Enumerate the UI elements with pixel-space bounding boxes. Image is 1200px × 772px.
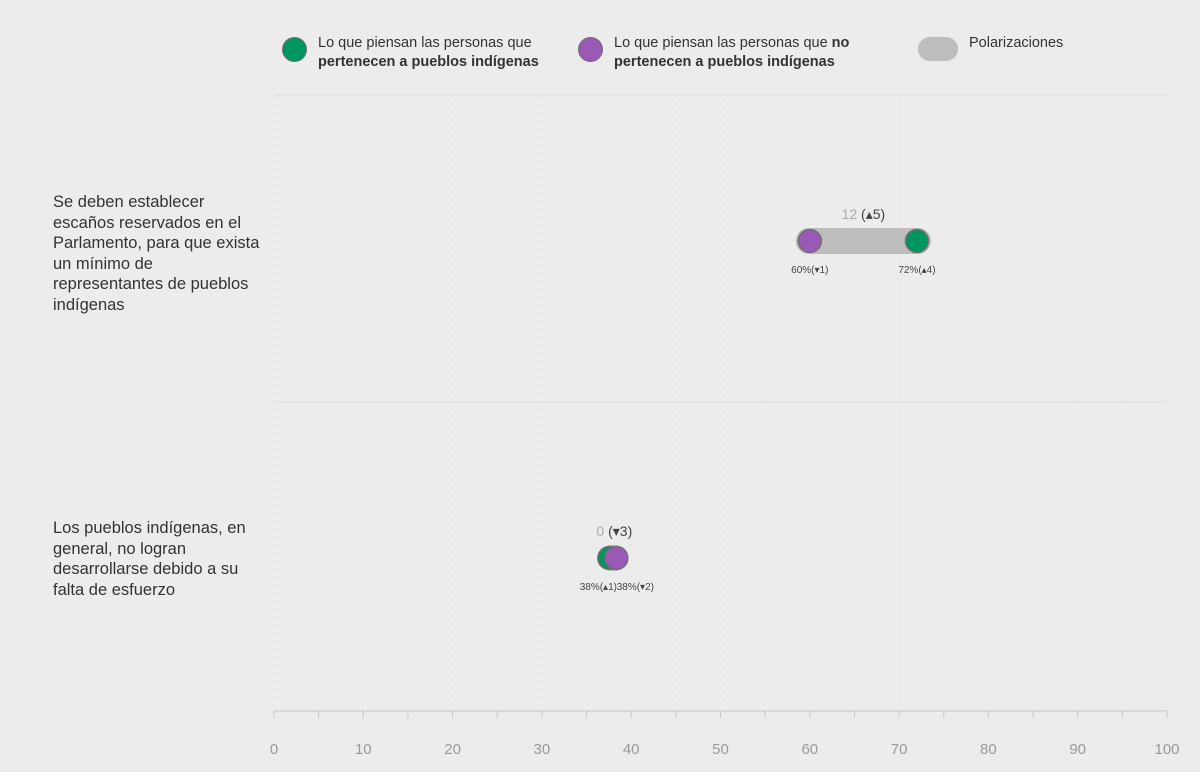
legend-label-polarization: Polarizaciones (969, 35, 1064, 51)
dot-non-indigenous (604, 545, 629, 571)
x-tick-label: 80 (980, 741, 997, 758)
gap-change: (▾3) (608, 523, 632, 539)
legend-item-non-indigenous: Lo que piensan las personas que no perte… (578, 34, 849, 72)
gap-change: (▴5) (861, 206, 885, 222)
legend-label-indigenous: Lo que piensan las personas que pertenec… (318, 34, 539, 72)
legend-swatch-indigenous (282, 37, 307, 62)
gap-value: 12 (842, 206, 861, 222)
value-label-indigenous: 38%(▴1) (580, 582, 617, 593)
x-tick-label: 60 (801, 741, 818, 758)
x-tick-label: 30 (534, 741, 551, 758)
grid (273, 94, 1168, 712)
legend-indigenous-line2: pertenecen a pueblos indígenas (318, 54, 539, 70)
x-tick-label: 90 (1069, 741, 1086, 758)
legend-label-non-indigenous: Lo que piensan las personas que no perte… (614, 34, 849, 72)
legend-non-indigenous-line2: pertenecen a pueblos indígenas (614, 54, 835, 70)
marks: 12 (▴5) 60%(▾1) 72%(▴4) 0 (▾3) 38%(▾2)38%(▴1… (580, 206, 936, 593)
x-tick-label: 10 (355, 741, 372, 758)
row-label-lack-of-effort: Los pueblos indígenas, en general, no lo… (53, 519, 246, 599)
value-label-non-indigenous: 38%(▾2) (617, 582, 654, 593)
legend-swatch-non-indigenous (578, 37, 603, 62)
legend-item-indigenous: Lo que piensan las personas que pertenec… (282, 34, 539, 72)
x-tick-label: 20 (444, 741, 461, 758)
gap-label: 12 (▴5) (842, 206, 886, 222)
dot-non-indigenous (797, 228, 823, 254)
legend-swatch-polarization (918, 37, 958, 61)
legend: Lo que piensan las personas que pertenec… (282, 34, 1182, 74)
gap-label: 0 (▾3) (596, 523, 632, 539)
polarization-bar (795, 228, 931, 254)
gap-value: 0 (596, 523, 608, 539)
x-tick-label: 0 (270, 741, 278, 758)
row-label-reserved-seats: Se deben establecer escaños reservados e… (53, 193, 260, 314)
x-tick-label: 70 (891, 741, 908, 758)
legend-non-indigenous-no: no (831, 35, 850, 51)
x-tick-label: 50 (712, 741, 729, 758)
x-tick-label: 40 (623, 741, 640, 758)
value-label-indigenous: 72%(▴4) (898, 265, 935, 276)
value-label-non-indigenous: 60%(▾1) (791, 265, 828, 276)
legend-non-indigenous-prefix: Lo que piensan las personas que (614, 35, 832, 51)
legend-item-polarization: Polarizaciones (918, 34, 1063, 61)
x-axis: 0 10 20 30 40 50 60 70 80 90 100 (270, 711, 1180, 758)
legend-indigenous-line1: Lo que piensan las personas que (318, 35, 532, 51)
x-tick-label: 100 (1154, 741, 1179, 758)
dot-indigenous (904, 228, 930, 254)
